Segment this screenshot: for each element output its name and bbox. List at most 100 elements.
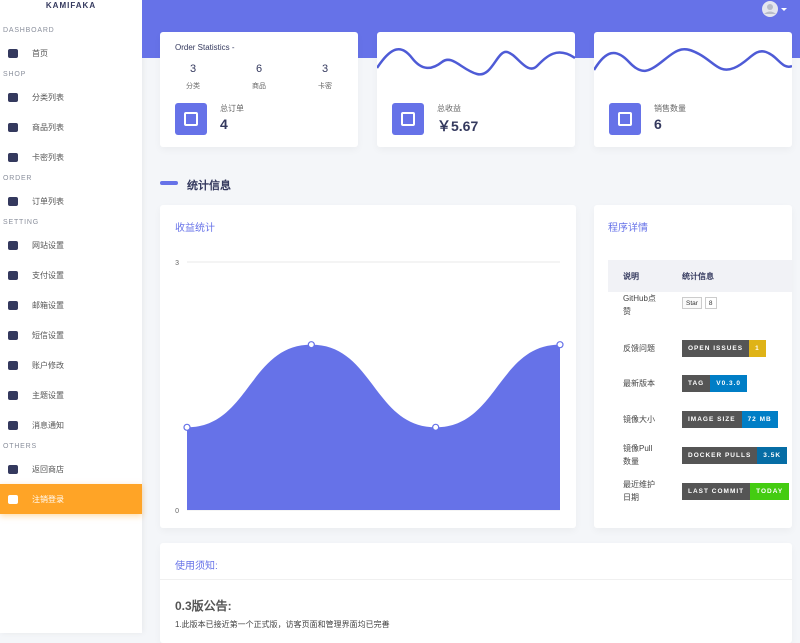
menu-icon — [8, 464, 18, 474]
menu-section: SHOP — [3, 71, 27, 78]
stat-value: 3 — [321, 63, 329, 75]
y-tick-label: 3 — [175, 260, 179, 267]
stat-label: 商品 — [252, 83, 266, 90]
badge-right: TODAY — [750, 483, 790, 500]
data-point — [307, 341, 315, 349]
section-marker — [160, 181, 178, 185]
menu-label: 邮箱设置 — [32, 300, 64, 310]
menu-icon — [8, 360, 18, 370]
row-label: 反馈问题 — [623, 343, 655, 353]
sparkline — [377, 48, 575, 76]
row-label: 最近维护日期 — [623, 480, 655, 502]
area-chart: 03 — [175, 260, 564, 515]
header-cell: 说明 — [623, 272, 639, 281]
sales-card: 销售数量 6 — [594, 32, 792, 147]
menu-label: 注销登录 — [32, 494, 64, 504]
stat-icon — [175, 103, 207, 135]
header-cell: 统计信息 — [682, 272, 714, 281]
notice-title: 使用须知: — [175, 561, 218, 572]
row-label: 最新版本 — [623, 378, 655, 388]
stat-value: 6 — [654, 116, 662, 132]
chart-title: 收益统计 — [175, 223, 215, 234]
stat-value: 4 — [220, 116, 228, 132]
menu-label: 订单列表 — [32, 196, 64, 206]
menu-label: 消息通知 — [32, 420, 64, 430]
menu-icon — [8, 494, 18, 504]
notice-card: 使用须知: 0.3版公告: 1.此版本已接近第一个正式版，访客页面和管理界面均已… — [160, 543, 792, 643]
menu-section: DASHBOARD — [3, 27, 55, 34]
divider — [160, 579, 792, 580]
menu-icon — [8, 420, 18, 430]
menu-icon — [8, 240, 18, 250]
row-label: GitHub点赞 — [623, 294, 656, 316]
menu-item[interactable]: 邮箱设置 — [0, 290, 142, 320]
notice-heading: 0.3版公告: — [175, 599, 232, 613]
stat-label: 卡密 — [318, 83, 332, 90]
menu-item[interactable]: 分类列表 — [0, 82, 142, 112]
badge[interactable]: OPEN ISSUES 1 — [682, 340, 766, 357]
menu-item[interactable]: 支付设置 — [0, 260, 142, 290]
badge-left: TAG — [682, 375, 711, 392]
menu-section: OTHERS — [3, 443, 37, 450]
menu-icon — [8, 300, 18, 310]
badge-right: 8 — [704, 297, 717, 309]
stat-value: ￥5.67 — [437, 118, 479, 134]
program-card: 程序详情 说明 统计信息 GitHub点赞 Star 8 反馈问题 OPEN ISSUES 1… — [594, 205, 792, 528]
menu-icon — [8, 122, 18, 132]
menu-icon — [8, 92, 18, 102]
menu-label: 网站设置 — [32, 240, 64, 250]
menu-label: 支付设置 — [32, 270, 64, 280]
stat-value: 3 — [189, 63, 197, 75]
program-title: 程序详情 — [608, 223, 648, 234]
menu-label: 商品列表 — [32, 122, 64, 132]
y-tick-label: 0 — [175, 508, 179, 515]
badge[interactable]: IMAGE SIZE 72 MB — [682, 411, 778, 428]
brand: KAMIFAKA — [45, 1, 97, 10]
stat-label: 销售数量 — [654, 104, 686, 113]
badge[interactable]: LAST COMMIT TODAY — [682, 483, 790, 500]
menu-item[interactable]: 主题设置 — [0, 380, 142, 410]
badge-left: Star — [682, 297, 702, 309]
menu-item[interactable]: 账户修改 — [0, 350, 142, 380]
menu-label: 分类列表 — [32, 92, 64, 102]
stat-label: 总订单 — [220, 104, 244, 113]
notice-text: 1.此版本已接近第一个正式版，访客页面和管理界面均已完善 — [175, 620, 390, 629]
table-header: 说明 统计信息 — [608, 260, 792, 292]
data-point — [432, 423, 440, 431]
menu-item[interactable]: 卡密列表 — [0, 142, 142, 172]
revenue-card: 总收益 ￥5.67 — [377, 32, 575, 147]
menu-item[interactable]: 注销登录 — [0, 484, 142, 514]
section-title: 统计信息 — [187, 180, 231, 192]
menu-label: 返回商店 — [32, 464, 64, 474]
menu-icon — [8, 48, 18, 58]
row-label: 镜像大小 — [623, 414, 655, 424]
icon-glyph — [618, 112, 632, 126]
badge[interactable]: TAG V0.3.0 — [682, 375, 748, 392]
menu-item[interactable]: 短信设置 — [0, 320, 142, 350]
stat-icon — [392, 103, 424, 135]
menu-item[interactable]: 消息通知 — [0, 410, 142, 440]
menu-label: 主题设置 — [32, 390, 64, 400]
menu-icon — [8, 152, 18, 162]
stat-label: 分类 — [186, 83, 200, 90]
stat-value: 6 — [255, 63, 263, 75]
badge-left: LAST COMMIT — [682, 483, 751, 500]
sidebar: KAMIFAKA DASHBOARD 首页 SHOP 分类列表商品列表卡密列表 ORDE… — [0, 0, 142, 633]
menu-section: SETTING — [3, 219, 39, 226]
badge[interactable]: DOCKER PULLS 3.5K — [682, 447, 788, 464]
menu-item[interactable]: 网站设置 — [0, 230, 142, 260]
badge-left: IMAGE SIZE — [682, 411, 742, 428]
stat-label: 总收益 — [437, 104, 461, 113]
menu: DASHBOARD 首页 SHOP 分类列表商品列表卡密列表 ORDER 订单列表 SETT… — [0, 24, 142, 514]
menu-item[interactable]: 首页 — [0, 38, 142, 68]
badge[interactable]: Star 8 — [682, 297, 717, 309]
user-avatar[interactable] — [760, 0, 790, 20]
menu-item[interactable]: 商品列表 — [0, 112, 142, 142]
menu-item[interactable]: 订单列表 — [0, 186, 142, 216]
menu-section: ORDER — [3, 175, 33, 182]
sparkline — [594, 47, 792, 72]
menu-item[interactable]: 返回商店 — [0, 454, 142, 484]
area — [187, 344, 560, 510]
